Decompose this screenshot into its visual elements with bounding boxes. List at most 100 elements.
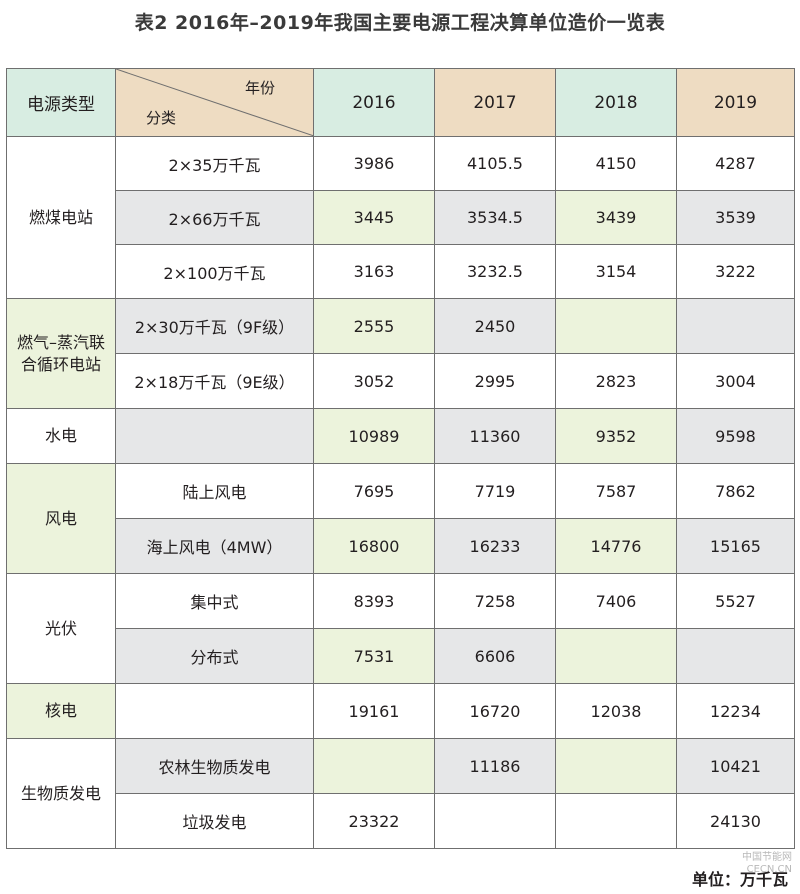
value-cell: 16800 <box>313 518 435 574</box>
table-row: 核电 19161 16720 12038 12234 <box>6 683 795 739</box>
value-cell: 9598 <box>676 408 795 464</box>
watermark-line: 中国节能网 <box>742 852 792 863</box>
subcategory <box>115 408 314 464</box>
value-cell: 11360 <box>434 408 556 464</box>
value-cell: 7406 <box>555 573 677 629</box>
category-solar: 光伏 <box>6 573 116 684</box>
value-cell: 11186 <box>434 738 556 794</box>
value-cell: 23322 <box>313 793 435 849</box>
value-cell: 2995 <box>434 353 556 409</box>
subcategory: 2×35万千瓦 <box>115 136 314 191</box>
value-cell: 19161 <box>313 683 435 739</box>
table-row: 2×18万千瓦（9E级） 3052 2995 2823 3004 <box>7 353 795 409</box>
category-nuclear: 核电 <box>6 683 116 739</box>
value-cell: 3163 <box>313 244 435 299</box>
subcategory: 2×66万千瓦 <box>115 190 314 245</box>
value-cell: 16720 <box>434 683 556 739</box>
value-cell: 4287 <box>676 136 795 191</box>
value-cell: 10989 <box>313 408 435 464</box>
value-cell: 3004 <box>676 353 795 409</box>
value-cell: 3222 <box>676 244 795 299</box>
value-cell: 3445 <box>313 190 435 245</box>
value-cell <box>555 298 677 354</box>
subcategory: 2×30万千瓦（9F级） <box>115 298 314 354</box>
header-year-2016: 2016 <box>313 68 435 137</box>
subcategory: 海上风电（4MW） <box>115 518 314 574</box>
category-wind: 风电 <box>6 463 116 574</box>
subcategory: 陆上风电 <box>115 463 314 519</box>
table-row: 燃气–蒸汽联 合循环电站 2×30万千瓦（9F级） 2555 2450 <box>6 298 795 409</box>
value-cell: 9352 <box>555 408 677 464</box>
value-cell: 16233 <box>434 518 556 574</box>
value-cell <box>555 628 677 684</box>
value-cell: 2555 <box>313 298 435 354</box>
value-cell: 3534.5 <box>434 190 556 245</box>
value-cell: 4150 <box>555 136 677 191</box>
value-cell <box>555 738 677 794</box>
table-row: 2×100万千瓦 3163 3232.5 3154 3222 <box>7 244 795 299</box>
value-cell: 7587 <box>555 463 677 519</box>
category-hydro: 水电 <box>6 408 116 464</box>
value-cell <box>676 298 795 354</box>
value-cell: 3232.5 <box>434 244 556 299</box>
value-cell: 15165 <box>676 518 795 574</box>
subcategory: 2×100万千瓦 <box>115 244 314 299</box>
table-row: 光伏 集中式 8393 7258 7406 5527 <box>6 573 795 684</box>
watermark: 中国节能网 CECN.CN <box>742 852 792 876</box>
table-row: 垃圾发电 23322 24130 <box>7 793 795 849</box>
subcategory: 集中式 <box>115 573 314 629</box>
value-cell: 3986 <box>313 136 435 191</box>
header-year-label: 年份 <box>244 79 275 97</box>
header-year-2017: 2017 <box>434 68 556 137</box>
value-cell: 3439 <box>555 190 677 245</box>
value-cell: 14776 <box>555 518 677 574</box>
value-cell: 10421 <box>676 738 795 794</box>
header-row: 电源类型 年份 分类 2016 2017 2018 2019 <box>6 68 795 137</box>
value-cell <box>676 628 795 684</box>
value-cell: 12038 <box>555 683 677 739</box>
subcategory: 2×18万千瓦（9E级） <box>115 353 314 409</box>
value-cell: 7695 <box>313 463 435 519</box>
value-cell: 6606 <box>434 628 556 684</box>
value-cell: 7862 <box>676 463 795 519</box>
value-cell: 24130 <box>676 793 795 849</box>
value-cell: 2450 <box>434 298 556 354</box>
category-coal: 燃煤电站 <box>6 136 116 299</box>
category-biomass: 生物质发电 <box>6 738 116 849</box>
header-year-2019: 2019 <box>676 68 795 137</box>
table-row: 风电 陆上风电 7695 7719 7587 7862 <box>6 463 795 574</box>
category-line: 燃气–蒸汽联 <box>16 332 105 352</box>
table-row: 分布式 7531 6606 <box>7 628 795 684</box>
table-row: 燃煤电站 2×35万千瓦 3986 4105.5 4150 4287 <box>6 136 795 299</box>
table-row: 生物质发电 农林生物质发电 11186 10421 <box>6 738 795 849</box>
table-title: 表2 2016年–2019年我国主要电源工程决算单位造价一览表 <box>134 12 666 34</box>
category-gas-steam: 燃气–蒸汽联 合循环电站 <box>6 298 116 409</box>
subcategory: 农林生物质发电 <box>115 738 314 794</box>
header-type: 电源类型 <box>6 68 116 137</box>
header-diagonal-cell: 年份 分类 <box>115 68 314 137</box>
value-cell: 2823 <box>555 353 677 409</box>
value-cell: 12234 <box>676 683 795 739</box>
table-row: 水电 10989 11360 9352 9598 <box>6 408 795 464</box>
cost-table: 电源类型 年份 分类 2016 2017 2018 2019 燃煤电站 2×35… <box>6 68 795 849</box>
diagonal-line <box>116 69 313 136</box>
value-cell: 7719 <box>434 463 556 519</box>
value-cell: 3154 <box>555 244 677 299</box>
value-cell: 8393 <box>313 573 435 629</box>
unit-note: 单位：万千瓦 <box>691 870 788 889</box>
header-year-2018: 2018 <box>555 68 677 137</box>
value-cell: 7258 <box>434 573 556 629</box>
header-category-label: 分类 <box>146 109 177 127</box>
value-cell: 3052 <box>313 353 435 409</box>
category-line: 合循环电站 <box>20 354 101 374</box>
value-cell: 5527 <box>676 573 795 629</box>
table-row: 2×66万千瓦 3445 3534.5 3439 3539 <box>7 190 795 245</box>
watermark-line: CECN.CN <box>746 864 792 875</box>
value-cell: 4105.5 <box>434 136 556 191</box>
table-row: 海上风电（4MW） 16800 16233 14776 15165 <box>7 518 795 574</box>
value-cell <box>434 793 556 849</box>
value-cell <box>555 793 677 849</box>
subcategory <box>115 683 314 739</box>
value-cell: 3539 <box>676 190 795 245</box>
value-cell <box>313 738 435 794</box>
